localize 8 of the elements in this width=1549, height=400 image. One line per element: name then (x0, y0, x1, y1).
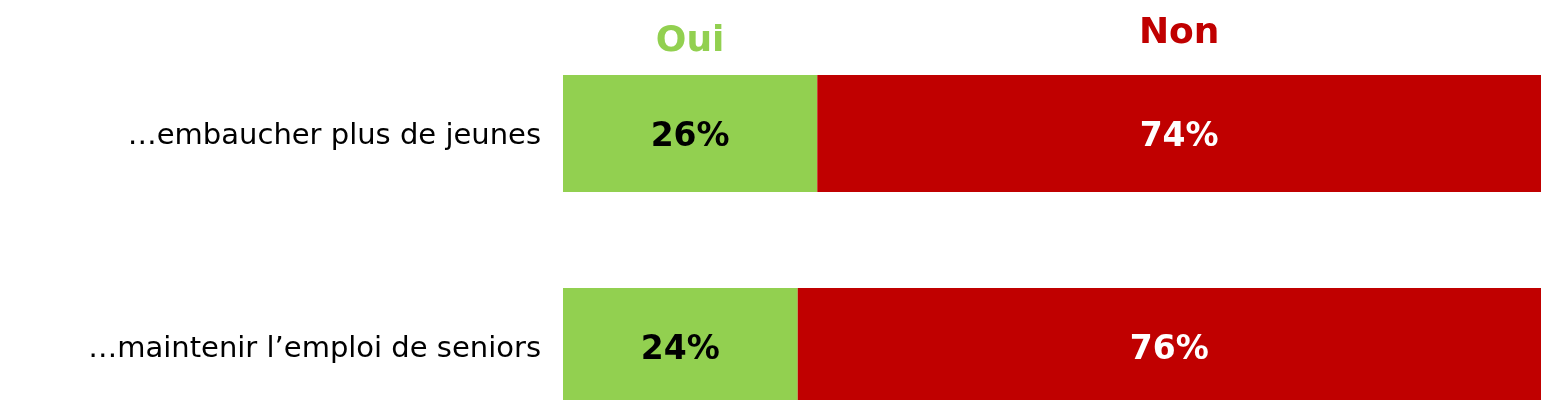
y-tick-label: …embaucher plus de jeunes (127, 116, 541, 151)
series-label: Oui (655, 18, 725, 59)
series-label: Non (1138, 10, 1220, 51)
data-label: 76% (1129, 327, 1209, 367)
data-label: 26% (650, 114, 730, 154)
data-label: 74% (1139, 114, 1219, 154)
y-tick-label: …maintenir l’emploi de seniors (88, 329, 541, 364)
data-label: 24% (640, 327, 720, 367)
